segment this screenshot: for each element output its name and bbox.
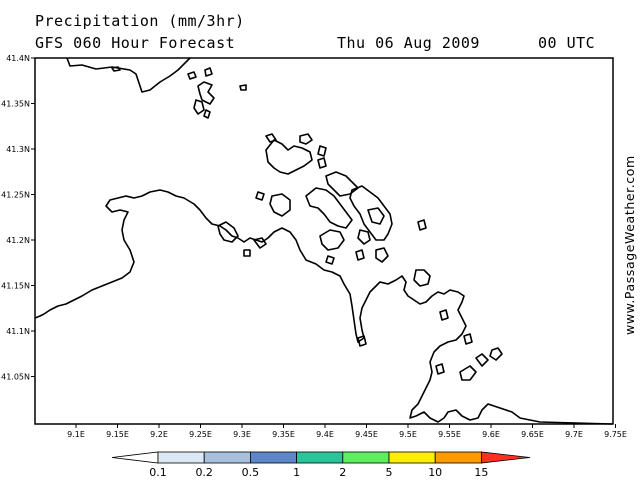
lon-tick-label: 9.7E xyxy=(565,430,583,439)
longitude-axis: 9.1E 9.15E 9.2E 9.25E 9.3E 9.35E 9.4E 9.45E 9.5E… xyxy=(67,424,627,439)
legend-label: 5 xyxy=(386,466,393,479)
lat-tick-label: 41.1N xyxy=(6,327,30,336)
lat-tick-label: 41.2N xyxy=(6,236,30,245)
legend-label: 2 xyxy=(339,466,346,479)
islet xyxy=(239,84,247,91)
lat-tick-label: 41.3N xyxy=(6,145,30,154)
island xyxy=(265,139,313,175)
lat-tick-label: 41.35N xyxy=(1,100,30,109)
legend-low-arrow xyxy=(111,451,159,464)
lat-tick-label: 41.15N xyxy=(1,282,30,291)
lon-tick-label: 9.75E xyxy=(604,430,627,439)
island xyxy=(325,255,335,265)
island xyxy=(375,247,389,263)
legend-high-arrow xyxy=(480,451,531,464)
lon-tick-label: 9.2E xyxy=(150,430,168,439)
island xyxy=(317,145,327,157)
island xyxy=(253,237,267,249)
island xyxy=(217,221,239,243)
island xyxy=(439,309,449,321)
lon-tick-label: 9.45E xyxy=(355,430,378,439)
island xyxy=(459,365,477,381)
legend-label: 0.1 xyxy=(149,466,167,479)
islet xyxy=(193,99,205,115)
island xyxy=(255,191,265,201)
legend-label: 0.2 xyxy=(195,466,213,479)
island xyxy=(269,193,291,217)
forecast-time: 00 UTC xyxy=(538,34,596,52)
lat-tick-label: 41.4N xyxy=(6,54,30,63)
legend-swatch xyxy=(203,451,251,464)
forecast-subtitle: GFS 060 Hour Forecast xyxy=(35,34,236,52)
island xyxy=(489,347,503,361)
lon-tick-label: 9.6E xyxy=(482,430,500,439)
island xyxy=(367,207,385,225)
legend-swatch xyxy=(342,451,390,464)
island xyxy=(475,353,489,367)
island xyxy=(299,133,313,145)
islet xyxy=(197,81,215,105)
legend-label: 0.5 xyxy=(242,466,260,479)
legend-swatch xyxy=(388,451,436,464)
lon-tick-label: 9.15E xyxy=(106,430,129,439)
island xyxy=(355,249,365,261)
islet xyxy=(111,66,121,72)
island xyxy=(357,229,371,245)
lon-tick-label: 9.65E xyxy=(521,430,544,439)
island xyxy=(349,185,393,241)
coastline xyxy=(34,57,613,425)
lon-tick-label: 9.55E xyxy=(438,430,461,439)
island xyxy=(319,229,345,251)
island xyxy=(325,171,359,197)
island xyxy=(417,219,427,231)
island xyxy=(305,187,353,229)
lon-tick-label: 9.3E xyxy=(233,430,251,439)
island xyxy=(317,157,327,169)
legend-label: 1 xyxy=(293,466,300,479)
lon-tick-label: 9.5E xyxy=(399,430,417,439)
map-frame xyxy=(34,57,614,425)
precipitation-color-scale: 0.1 0.2 0.5 1 2 5 10 15 xyxy=(111,451,531,479)
lon-tick-label: 9.35E xyxy=(272,430,295,439)
island xyxy=(243,249,251,257)
forecast-date: Thu 06 Aug 2009 xyxy=(337,34,480,52)
latitude-axis: 41.4N 41.35N 41.3N 41.25N 41.2N 41.15N 41.1N 41… xyxy=(1,54,35,382)
island xyxy=(435,363,445,375)
legend-swatch xyxy=(296,451,344,464)
lon-tick-label: 9.25E xyxy=(189,430,212,439)
island xyxy=(357,335,367,347)
legend-label: 15 xyxy=(474,466,488,479)
islet xyxy=(204,67,213,77)
island xyxy=(265,133,277,143)
lon-tick-label: 9.1E xyxy=(67,430,85,439)
lat-tick-label: 41.25N xyxy=(1,191,30,200)
legend-label: 10 xyxy=(428,466,442,479)
islet xyxy=(203,109,211,119)
island xyxy=(463,333,473,345)
legend-swatch xyxy=(157,451,205,464)
lon-tick-label: 9.4E xyxy=(316,430,334,439)
islet xyxy=(187,71,197,80)
corsica-coast xyxy=(66,57,191,93)
legend-swatch xyxy=(249,451,297,464)
legend-swatch xyxy=(434,451,482,464)
island xyxy=(413,269,431,287)
lat-tick-label: 41.05N xyxy=(1,373,30,382)
map-title: Precipitation (mm/3hr) xyxy=(35,12,245,30)
